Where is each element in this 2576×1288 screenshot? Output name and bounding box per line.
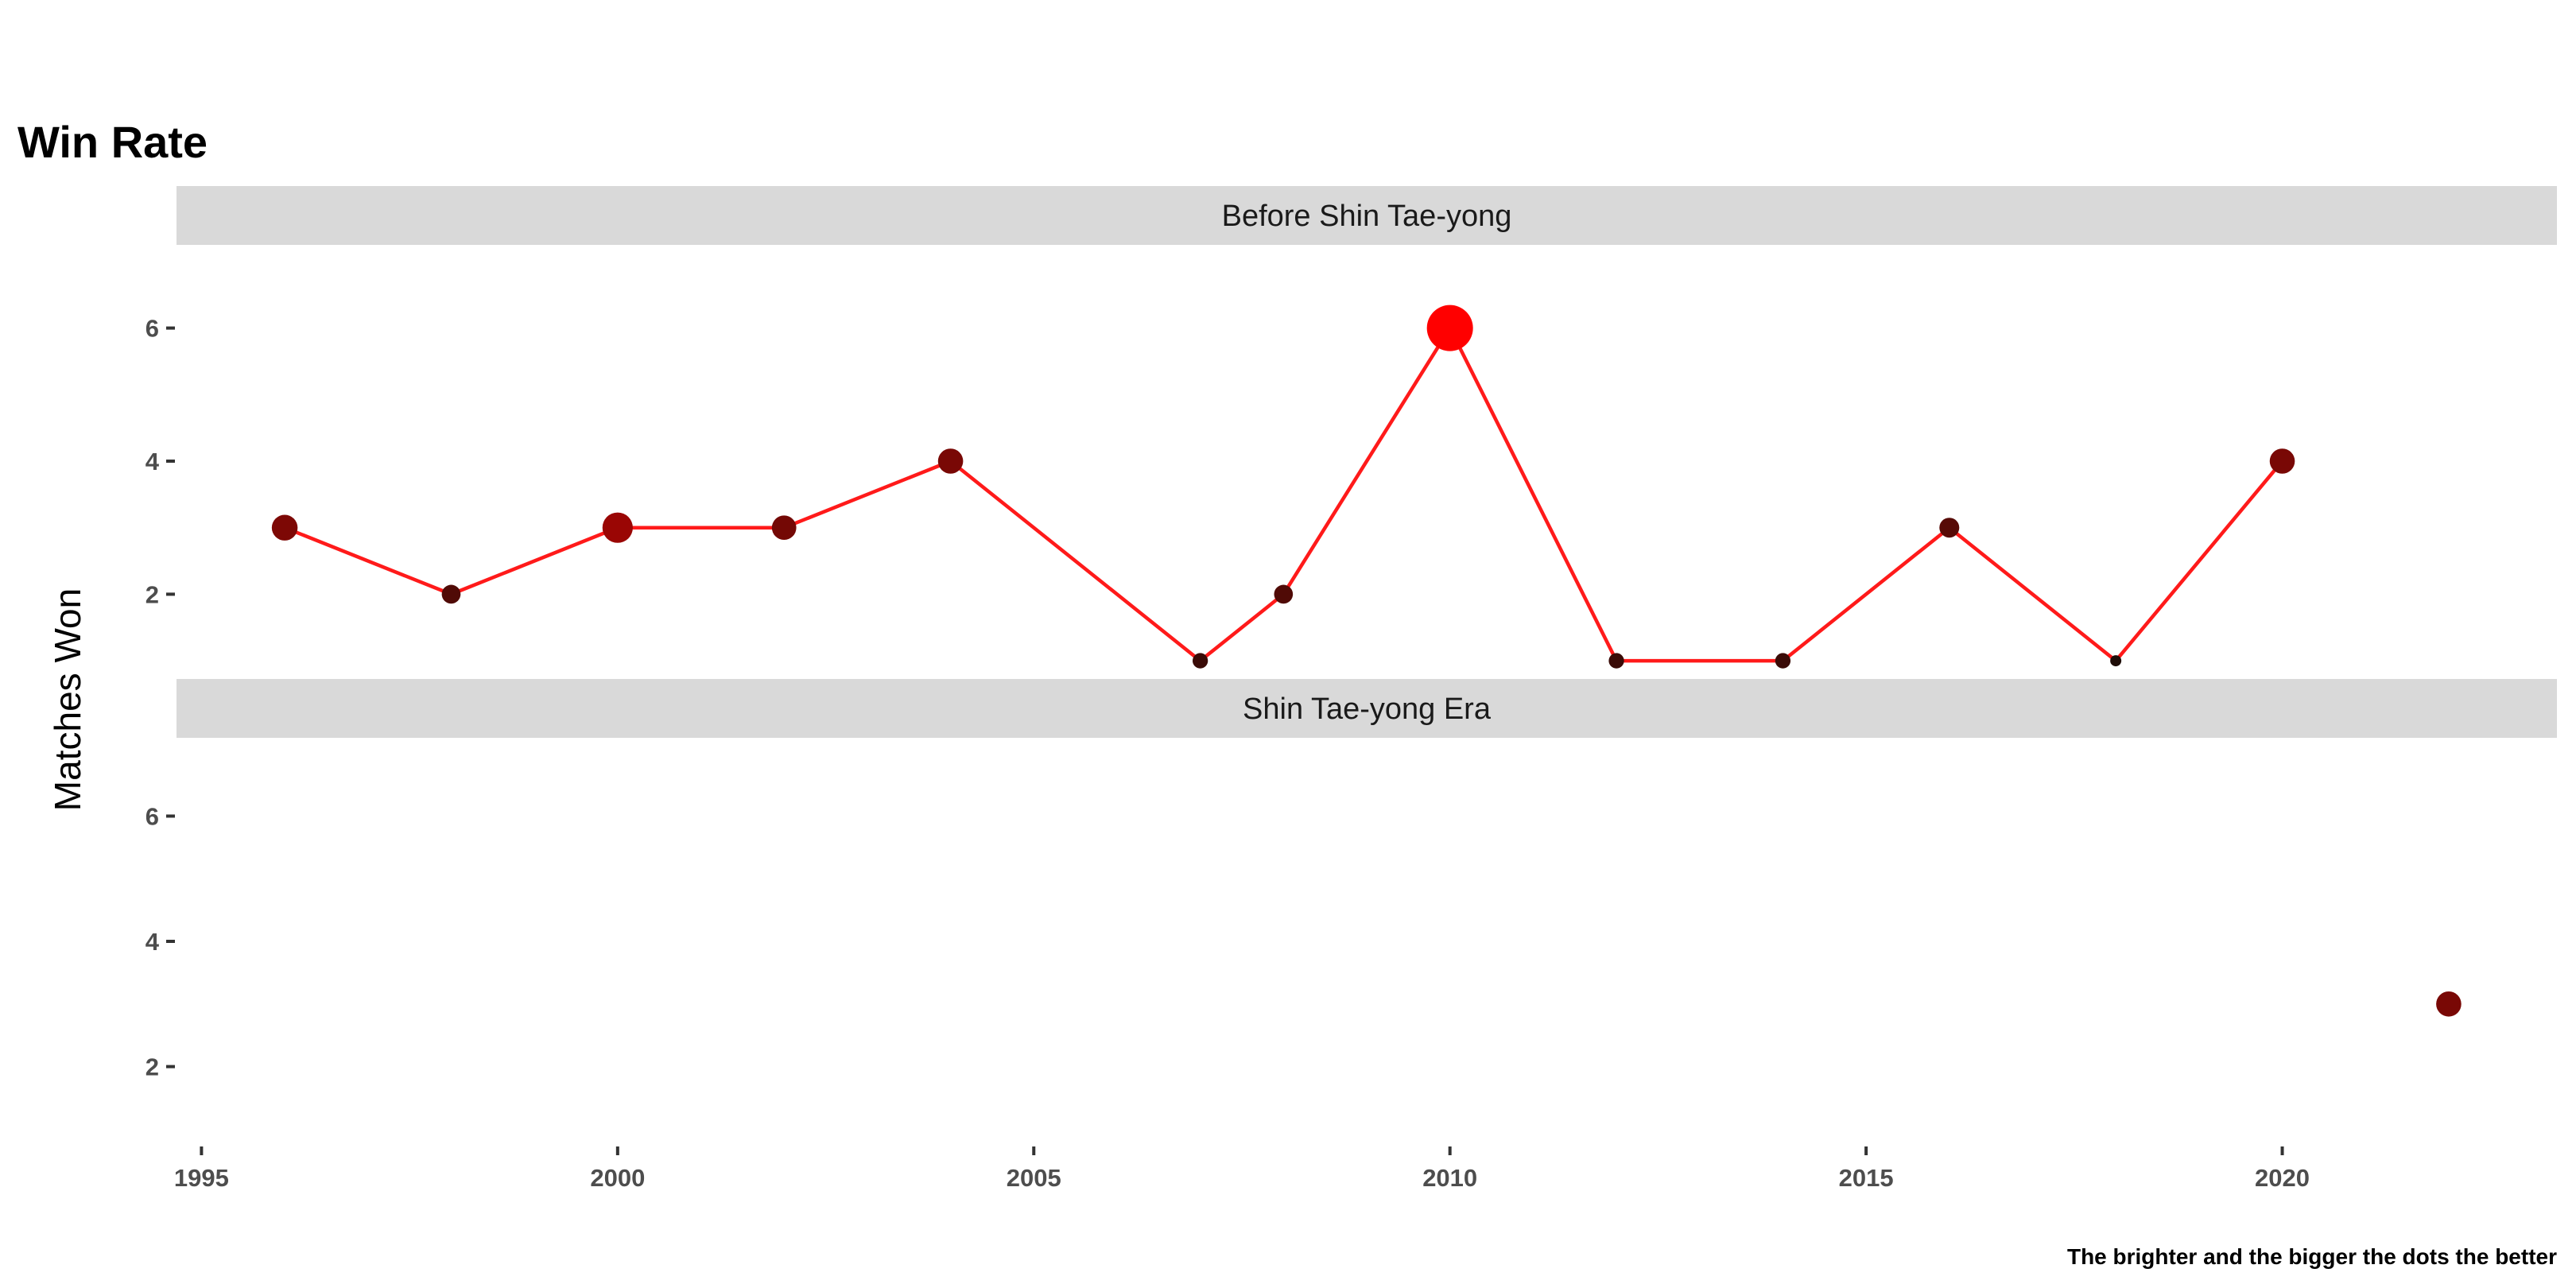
data-point [2436, 991, 2462, 1017]
facet-strip-label: Before Shin Tae-yong [1222, 200, 1512, 233]
facet-panel: Before Shin Tae-yong 2 4 6 [145, 186, 2557, 669]
y-tick-label: 2 [145, 1053, 159, 1081]
facet-panel: Shin Tae-yong Era 2 4 6 [145, 679, 2557, 1081]
data-point [2110, 655, 2122, 667]
y-axis-label: Matches Won [47, 588, 88, 811]
x-tick-label: 2015 [1839, 1164, 1894, 1192]
data-point [771, 515, 797, 541]
data-point [1426, 305, 1473, 351]
x-tick-label: 2020 [2255, 1164, 2310, 1192]
chart-title: Win Rate [17, 117, 208, 167]
facet-strip [177, 186, 2557, 245]
x-tick-label: 2010 [1422, 1164, 1477, 1192]
y-tick-label: 2 [145, 580, 159, 608]
x-tick-label: 1995 [174, 1164, 229, 1192]
data-point [1192, 653, 1208, 669]
facet-strip [177, 679, 2557, 738]
data-point [2269, 448, 2295, 474]
data-point [602, 512, 633, 543]
data-point [1775, 653, 1791, 669]
x-tick-label: 2005 [1007, 1164, 1061, 1192]
data-point [441, 584, 461, 604]
y-tick-label: 6 [145, 315, 159, 343]
chart-caption: The brighter and the bigger the dots the… [2067, 1244, 2557, 1269]
data-point [1274, 584, 1294, 604]
y-tick-label: 4 [145, 448, 160, 475]
x-axis: 1995 2000 2005 2010 2015 2020 [174, 1146, 2310, 1192]
data-point [937, 448, 964, 474]
data-point [271, 514, 298, 541]
y-tick-label: 4 [145, 928, 160, 956]
data-point [1608, 653, 1624, 669]
x-tick-label: 2000 [590, 1164, 645, 1192]
y-tick-label: 6 [145, 802, 159, 830]
series-line [284, 326, 2284, 663]
facet-strip-label: Shin Tae-yong Era [1243, 692, 1492, 726]
data-point [1939, 518, 1960, 538]
